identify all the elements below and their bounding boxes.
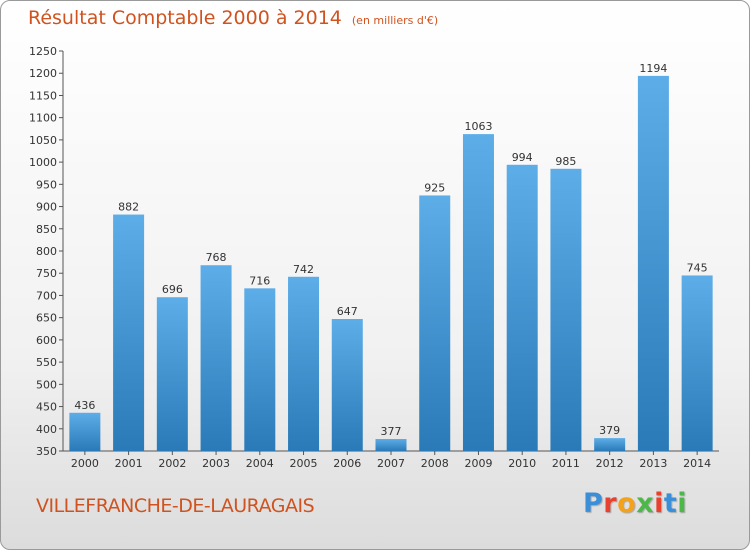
y-tick-label: 350 [36,445,57,458]
bar [113,214,145,451]
bar [288,276,320,451]
bar [375,439,407,451]
data-label: 745 [687,261,708,274]
y-tick-label: 900 [36,201,57,214]
x-tick-label: 2001 [115,457,143,470]
data-label: 379 [599,424,620,437]
data-label: 768 [206,251,227,264]
chart-title: Résultat Comptable 2000 à 2014 (en millie… [28,7,438,29]
y-tick-label: 750 [36,267,57,280]
x-tick-label: 2008 [421,457,449,470]
data-label: 985 [555,155,576,168]
data-label: 925 [424,181,445,194]
chart-subtitle: (en milliers d'€) [351,14,439,27]
bar [419,195,451,451]
logo-letter: r [603,488,618,519]
data-label: 377 [381,425,402,438]
y-tick-label: 850 [36,223,57,236]
logo-letter: i [677,488,688,519]
bar [244,288,276,451]
x-tick-label: 2000 [71,457,99,470]
y-tick-label: 1200 [29,67,57,80]
x-tick-label: 2003 [202,457,230,470]
data-label: 994 [512,151,533,164]
y-tick-label: 500 [36,378,57,391]
title-text: Résultat Comptable 2000 à 2014 [28,7,342,29]
x-tick-label: 2013 [639,457,667,470]
logo-letter: o [617,488,637,519]
x-tick-label: 2005 [290,457,318,470]
y-tick-label: 600 [36,334,57,347]
commune-name: VILLEFRANCHE-DE-LAURAGAIS [36,495,315,517]
logo-letter: P [583,488,604,519]
y-tick-label: 650 [36,312,57,325]
bar [637,75,669,451]
y-tick-label: 700 [36,289,57,302]
bar [506,164,538,451]
bar [69,412,101,451]
x-tick-label: 2006 [333,457,361,470]
data-label: 882 [118,201,139,214]
logo-letter: x [636,488,655,519]
x-tick-label: 2007 [377,457,405,470]
data-label: 647 [337,305,358,318]
x-tick-label: 2011 [552,457,580,470]
x-tick-label: 2012 [596,457,624,470]
bar [462,134,494,451]
proxiti-logo: Proxiti [583,488,687,519]
data-label: 1194 [639,62,667,75]
x-tick-label: 2002 [158,457,186,470]
y-tick-label: 400 [36,423,57,436]
y-tick-label: 1050 [29,134,57,147]
bar [331,319,363,451]
y-tick-label: 450 [36,401,57,414]
bar [681,275,713,451]
logo-letter: t [663,488,678,519]
y-tick-label: 550 [36,356,57,369]
y-tick-label: 1100 [29,112,57,125]
bar [550,168,582,451]
logo-letter: i [654,488,664,519]
data-label: 1063 [464,120,492,133]
y-tick-label: 1250 [29,45,57,58]
data-label: 716 [249,274,270,287]
x-tick-label: 2004 [246,457,274,470]
data-label: 696 [162,283,183,296]
y-tick-label: 800 [36,245,57,258]
y-tick-label: 950 [36,178,57,191]
y-tick-label: 1150 [29,89,57,102]
bar [156,297,188,451]
data-label: 742 [293,263,314,276]
x-tick-label: 2014 [683,457,711,470]
x-tick-label: 2009 [464,457,492,470]
bar [594,438,626,451]
y-tick-label: 1000 [29,156,57,169]
data-label: 436 [74,399,95,412]
x-tick-label: 2010 [508,457,536,470]
bar [200,265,232,451]
